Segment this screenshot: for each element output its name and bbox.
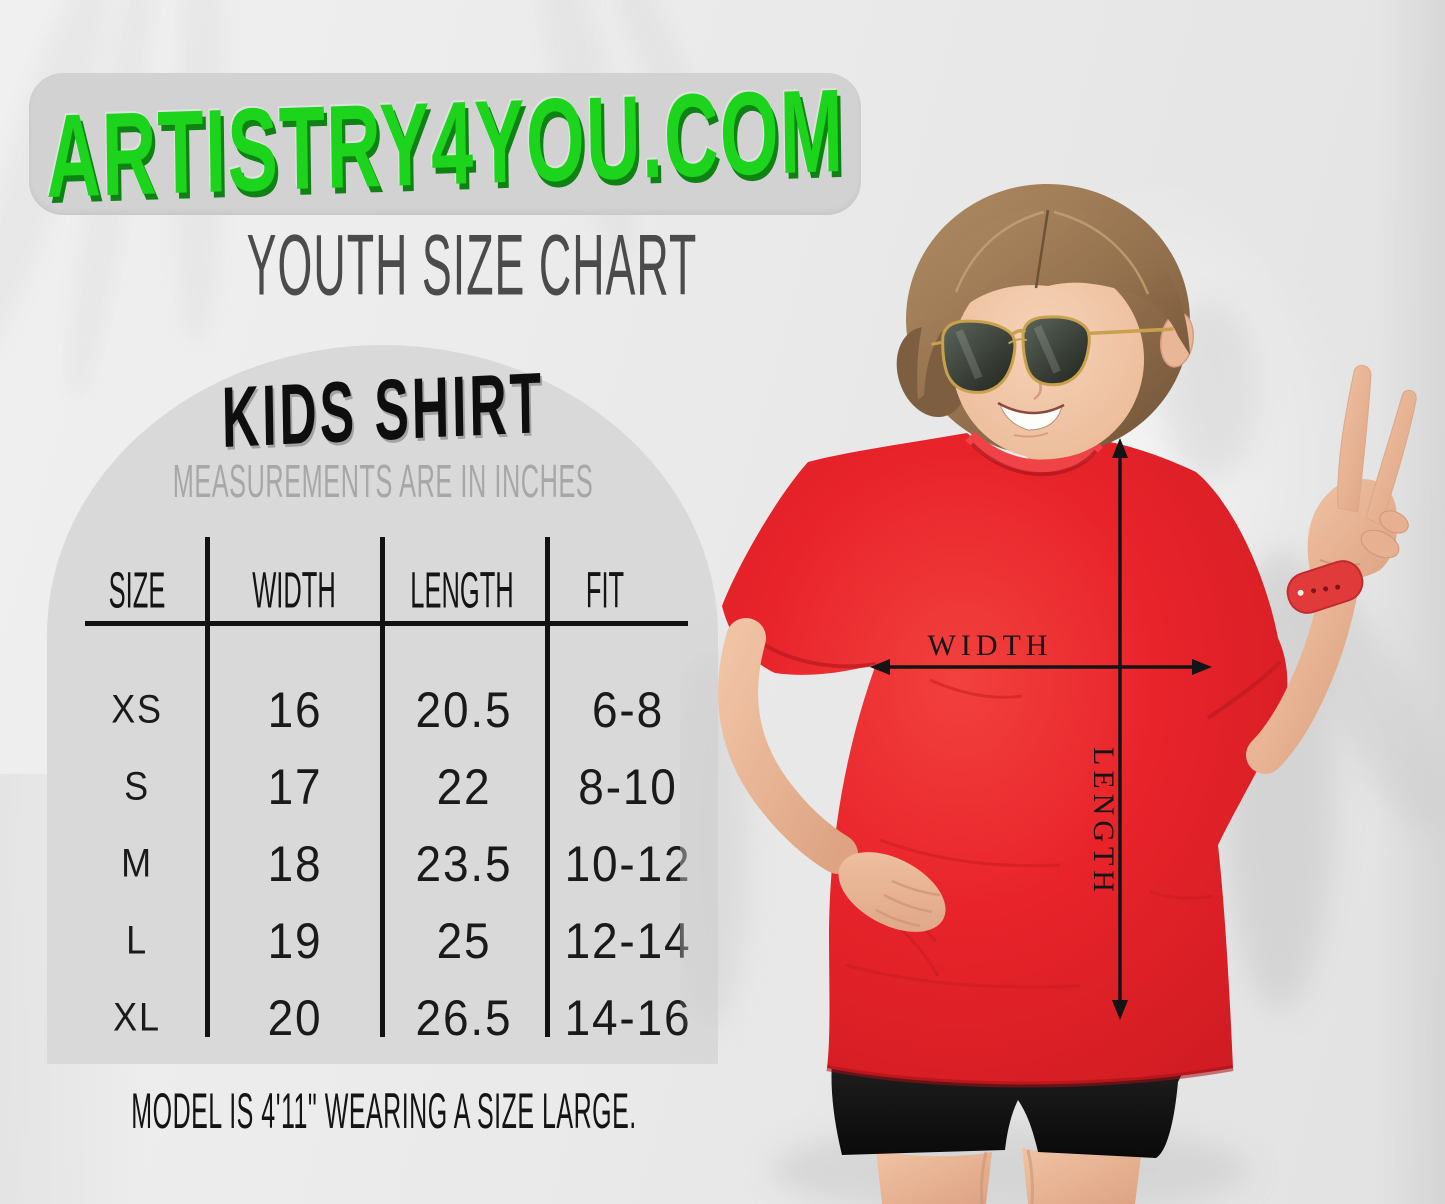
- panel-subtitle: MEASUREMENTS ARE IN INCHES: [172, 455, 594, 507]
- model-left-arm: [718, 618, 946, 932]
- length-value: 26.5: [415, 990, 513, 1046]
- length-value: 23.5: [415, 836, 513, 892]
- fit-value: 8-10: [578, 759, 678, 815]
- size-label: L: [126, 918, 148, 963]
- aviator-sunglasses: [931, 315, 1174, 394]
- length-value: 25: [436, 913, 492, 969]
- length-value: 20.5: [415, 682, 513, 738]
- model-legs: [876, 1148, 1142, 1204]
- table-horizontal-rule: [85, 621, 688, 626]
- table-vertical-rule: [545, 537, 550, 1037]
- size-chart-panel: KIDS SHIRT MEASUREMENTS ARE IN INCHES SI…: [47, 345, 718, 1064]
- column-header-length: LENGTH: [410, 561, 514, 619]
- page-subtitle-wrap: YOUTH SIZE CHART: [39, 217, 906, 316]
- width-value: 18: [267, 836, 323, 892]
- fit-value: 6-8: [591, 682, 665, 738]
- width-label: WIDTH: [928, 629, 1053, 662]
- panel-title: KIDS SHIRT: [221, 355, 545, 466]
- model-shirt: [722, 433, 1288, 1088]
- panel-subtitle-wrap: MEASUREMENTS ARE IN INCHES: [1, 454, 766, 508]
- width-value: 20: [267, 990, 323, 1046]
- size-label: XL: [113, 995, 161, 1040]
- size-label: S: [124, 764, 150, 809]
- column-header-size: SIZE: [108, 561, 166, 619]
- measurement-annotations: WIDTH LENGTH: [870, 438, 1212, 1020]
- table-vertical-rule: [380, 537, 385, 1037]
- column-header-fit: FIT: [585, 561, 625, 619]
- model-right-arm: [1246, 365, 1417, 774]
- model-footnote-wrap: MODEL IS 4'11" WEARING A SIZE LARGE.: [0, 1082, 889, 1140]
- width-value: 17: [267, 759, 323, 815]
- model-footnote: MODEL IS 4'11" WEARING A SIZE LARGE.: [131, 1083, 637, 1139]
- red-watch: [1286, 560, 1364, 614]
- fit-value: 10-12: [564, 836, 692, 892]
- fit-value: 12-14: [564, 913, 692, 969]
- length-value: 22: [436, 759, 492, 815]
- fit-value: 14-16: [564, 990, 692, 1046]
- model-head: [896, 183, 1195, 477]
- collar: [965, 431, 1103, 473]
- brand-banner: [29, 73, 861, 215]
- page-subtitle: YOUTH SIZE CHART: [246, 217, 698, 314]
- model-photo: WIDTH LENGTH: [680, 183, 1445, 1204]
- length-label: LENGTH: [1087, 747, 1120, 897]
- width-value: 16: [267, 682, 323, 738]
- width-value: 19: [267, 913, 323, 969]
- right-edge-shade: [1375, 0, 1445, 1204]
- size-label: XS: [111, 687, 163, 732]
- hair-front: [917, 206, 1190, 400]
- column-header-width: WIDTH: [252, 561, 336, 619]
- table-vertical-rule: [205, 537, 210, 1037]
- panel-title-wrap: KIDS SHIRT: [114, 355, 651, 466]
- size-label: M: [121, 841, 153, 886]
- model-shorts: [831, 1062, 1185, 1158]
